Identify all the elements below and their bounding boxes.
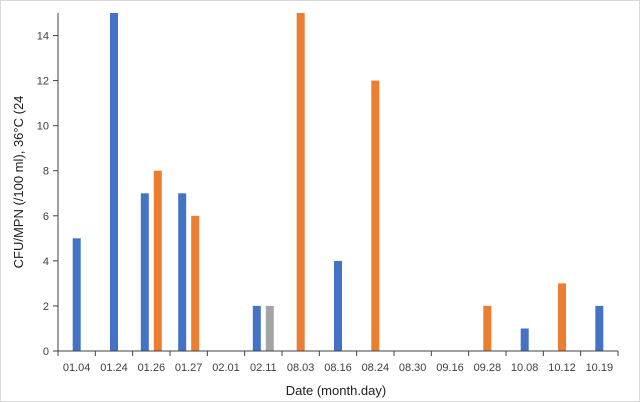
y-tick-label: 2 <box>43 301 49 313</box>
y-tick-label: 4 <box>43 256 49 268</box>
x-tick-label: 09.16 <box>436 362 464 374</box>
x-tick-label: 10.12 <box>548 362 576 374</box>
bar-01.27-series-1 <box>178 193 187 351</box>
y-tick-label: 6 <box>43 211 49 223</box>
bar-02.11-series-3 <box>265 305 274 351</box>
y-tick-label: 8 <box>43 166 49 178</box>
bar-01.04-series-1 <box>72 238 81 351</box>
bar-08.03-series-2 <box>296 13 305 351</box>
x-tick-label: 01.26 <box>138 362 166 374</box>
bar-10.08-series-1 <box>520 328 529 351</box>
bar-01.24-series-1 <box>110 13 118 351</box>
x-tick-label: 08.16 <box>324 362 352 374</box>
x-tick-label: 01.04 <box>63 362 91 374</box>
x-tick-label: 02.11 <box>250 362 277 374</box>
x-tick-label: 10.19 <box>586 362 614 374</box>
axes-layer: 0 2 4 6 8 10 12 14 01.04 01.24 01.26 01.27 02.01 02.1… <box>37 13 619 374</box>
x-tick-label: 09.28 <box>474 362 502 374</box>
x-tick-label: 01.27 <box>175 362 203 374</box>
x-axis-title: Date (month.day) <box>286 383 386 398</box>
bar-08.16-series-1 <box>334 260 342 351</box>
bar-01.26-series-2 <box>153 170 162 351</box>
x-tick-label: 08.30 <box>399 362 427 374</box>
bar-01.27-series-2 <box>191 215 200 351</box>
x-tick-label: 10.08 <box>511 362 539 374</box>
y-tick-label: 0 <box>43 346 49 358</box>
bar-08.24-series-2 <box>371 80 380 351</box>
x-tick-label: 02.01 <box>212 362 240 374</box>
y-tick-label: 10 <box>37 121 49 133</box>
bar-10.12-series-2 <box>558 283 566 351</box>
bar-09.28-series-2 <box>483 305 492 351</box>
x-tick-label: 08.03 <box>287 362 315 374</box>
x-tick-label: 01.24 <box>100 362 128 374</box>
bars-layer <box>72 13 604 351</box>
bar-10.19-series-1 <box>595 305 604 351</box>
y-axis-title: CFU/MPN (/100 ml), 36°C (24 <box>11 96 26 269</box>
x-tick-label: 08.24 <box>362 362 390 374</box>
bar-01.26-series-1 <box>140 193 149 351</box>
y-tick-label: 12 <box>37 76 49 88</box>
y-tick-label: 14 <box>37 31 49 43</box>
bar-02.11-series-1 <box>252 305 261 351</box>
